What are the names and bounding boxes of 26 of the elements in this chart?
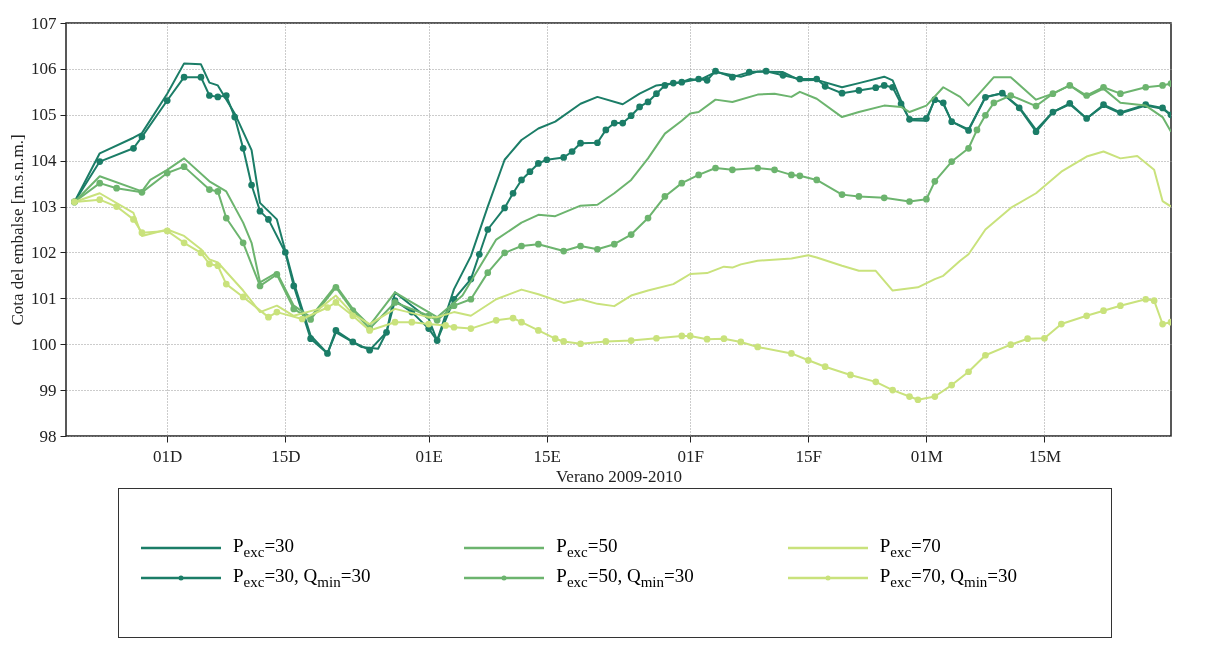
legend-label: P$_{exc}$=70 <box>879 535 941 561</box>
y-tick-label: 101 <box>31 288 57 308</box>
x-tick-label: 15M <box>1028 446 1062 466</box>
y-tick-label: 103 <box>31 197 57 217</box>
y-tick-label: 105 <box>31 105 57 125</box>
x-tick-label: 15D <box>271 446 301 466</box>
legend-label: P$_{exc}$=70, Q$_{min}$=30 <box>879 565 1018 591</box>
x-tick-label: 01F <box>677 446 704 466</box>
legend-label: P$_{exc}$=50 <box>556 535 618 561</box>
y-tick-label: 102 <box>31 242 57 262</box>
x-tick-label: 01D <box>153 446 183 466</box>
y-axis-title: Cota del embalse [m.s.n.m.] <box>8 134 27 326</box>
x-tick-label: 01E <box>415 446 443 466</box>
x-tick-label: 15F <box>795 446 823 466</box>
y-tick-label: 104 <box>31 151 57 171</box>
y-tick-label: 107 <box>31 13 57 33</box>
legend-label: P$_{exc}$=50, Q$_{min}$=30 <box>556 565 694 591</box>
y-tick-label: 106 <box>31 59 57 79</box>
x-tick-label: 15E <box>533 446 561 466</box>
x-tick-label: 01M <box>910 446 943 466</box>
y-tick-label: 100 <box>31 334 57 354</box>
legend-label: P$_{exc}$=30, Q$_{min}$=30 <box>233 565 371 591</box>
y-tick-label: 99 <box>39 380 57 400</box>
x-axis-title: Verano 2009-2010 <box>555 466 683 486</box>
legend-label: P$_{exc}$=30 <box>233 535 295 561</box>
y-tick-label: 98 <box>39 426 57 446</box>
